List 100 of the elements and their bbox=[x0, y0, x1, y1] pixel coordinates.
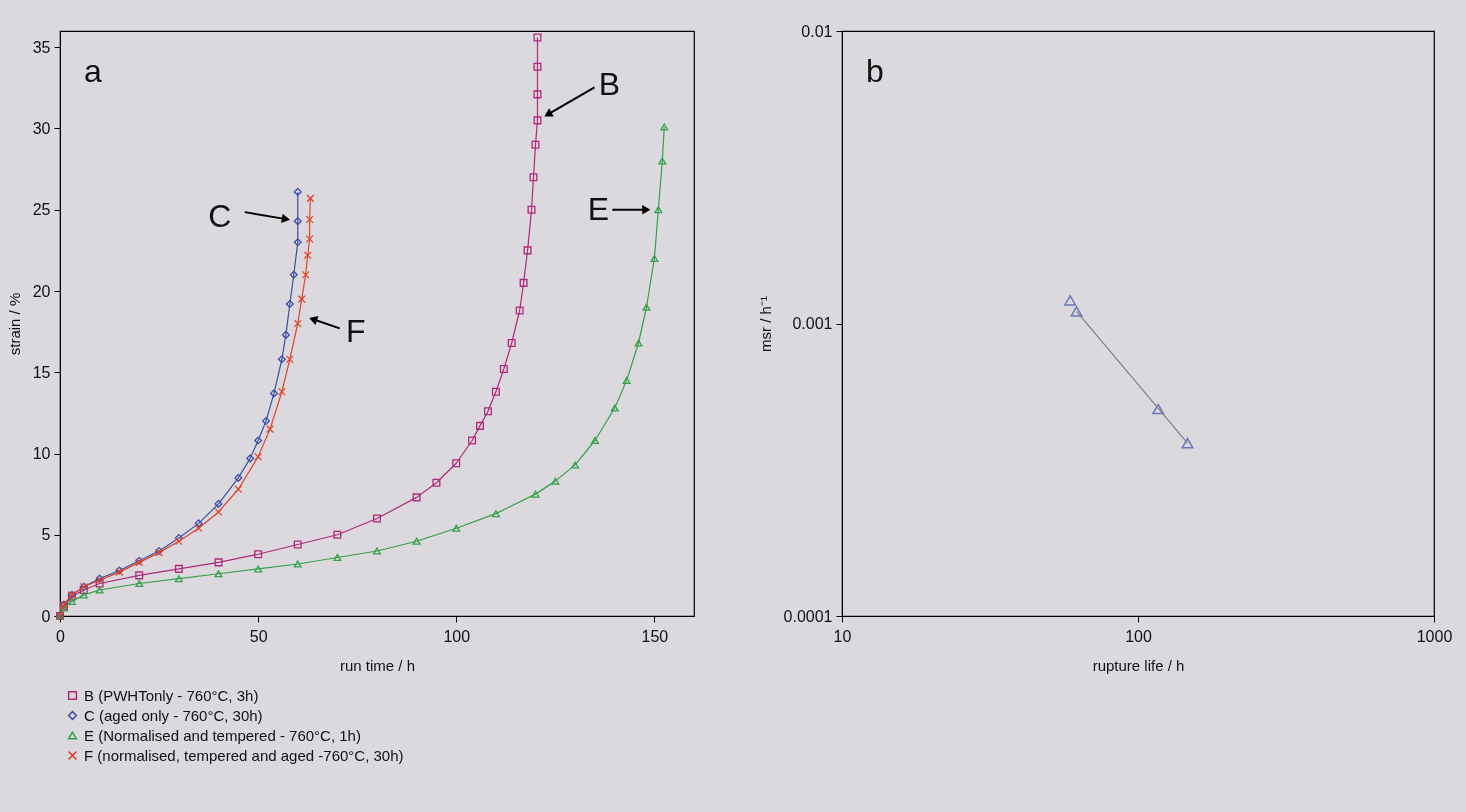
point bbox=[301, 270, 310, 279]
annotation: E bbox=[587, 190, 610, 227]
point bbox=[277, 387, 286, 396]
point bbox=[551, 477, 560, 485]
point bbox=[412, 493, 421, 502]
x-tick-label: 10 bbox=[833, 627, 852, 645]
annotation: C bbox=[208, 198, 232, 235]
y-tick-label: 0 bbox=[41, 607, 51, 625]
point bbox=[293, 319, 302, 328]
point bbox=[452, 459, 461, 468]
point bbox=[293, 560, 302, 568]
point bbox=[254, 565, 263, 573]
point bbox=[452, 524, 461, 532]
point bbox=[293, 217, 302, 226]
point bbox=[658, 157, 667, 165]
x-axis-title: rupture life / h bbox=[1092, 656, 1185, 674]
point bbox=[654, 206, 663, 214]
point bbox=[174, 537, 183, 546]
point bbox=[135, 571, 144, 580]
point bbox=[333, 553, 342, 562]
point bbox=[523, 246, 532, 255]
point bbox=[515, 306, 524, 315]
point bbox=[277, 355, 286, 364]
point bbox=[289, 270, 298, 279]
point bbox=[306, 194, 315, 203]
point bbox=[214, 570, 223, 578]
point bbox=[622, 376, 631, 384]
point bbox=[293, 238, 302, 247]
point bbox=[266, 425, 275, 434]
point bbox=[491, 510, 500, 518]
point bbox=[214, 499, 223, 508]
y-axis-title: msr / h⁻¹ bbox=[756, 296, 774, 352]
point bbox=[412, 537, 421, 545]
point bbox=[135, 579, 144, 588]
point bbox=[254, 550, 263, 559]
point bbox=[660, 123, 669, 131]
point bbox=[67, 597, 76, 605]
point bbox=[305, 215, 314, 224]
point bbox=[234, 473, 243, 482]
point bbox=[269, 389, 278, 398]
annotation: b bbox=[866, 53, 884, 89]
point bbox=[285, 300, 294, 308]
y-tick-label: 35 bbox=[32, 38, 51, 56]
point bbox=[476, 421, 485, 430]
point bbox=[194, 524, 203, 533]
x-tick-label: 50 bbox=[249, 627, 268, 645]
y-tick-label: 25 bbox=[32, 201, 51, 219]
point bbox=[174, 575, 183, 583]
point bbox=[519, 278, 528, 287]
y-tick-label: 30 bbox=[32, 120, 51, 137]
y-tick-label: 20 bbox=[32, 282, 51, 300]
annotation: a bbox=[84, 53, 102, 89]
point bbox=[533, 116, 542, 125]
point bbox=[529, 173, 538, 182]
point bbox=[507, 339, 516, 347]
x-tick-label: 0 bbox=[56, 627, 66, 645]
legend-label: C (aged only - 760°C, 30h) bbox=[84, 706, 263, 724]
x-axis-title: run time / h bbox=[339, 656, 416, 674]
point bbox=[531, 490, 540, 498]
x-tick-label: 1000 bbox=[1416, 627, 1453, 645]
y-tick-label: 15 bbox=[32, 363, 51, 381]
x-tick-label: 150 bbox=[641, 627, 669, 645]
point bbox=[432, 478, 441, 487]
point bbox=[373, 547, 381, 555]
point bbox=[305, 235, 314, 243]
point bbox=[650, 254, 659, 263]
point bbox=[634, 339, 643, 347]
point bbox=[214, 508, 223, 516]
point bbox=[234, 485, 243, 494]
point bbox=[642, 303, 651, 311]
point bbox=[333, 530, 342, 539]
point bbox=[527, 205, 536, 214]
point bbox=[303, 251, 312, 260]
point bbox=[293, 540, 302, 549]
x-tick-label: 100 bbox=[443, 627, 471, 645]
point bbox=[194, 519, 203, 528]
point bbox=[491, 387, 500, 396]
point bbox=[499, 365, 508, 373]
annotation: B bbox=[598, 66, 621, 103]
point bbox=[293, 187, 302, 196]
point bbox=[254, 452, 263, 461]
y-tick-label: 0.0001 bbox=[783, 607, 833, 625]
point bbox=[262, 417, 271, 425]
point bbox=[95, 586, 104, 594]
point bbox=[254, 436, 263, 445]
legend-label: E (Normalised and tempered - 760°C, 1h) bbox=[84, 726, 361, 744]
point bbox=[590, 436, 599, 445]
point bbox=[533, 33, 542, 42]
point bbox=[214, 558, 223, 567]
point bbox=[468, 436, 477, 445]
x-tick-label: 100 bbox=[1125, 627, 1152, 645]
y-axis-title: strain / % bbox=[5, 292, 23, 356]
point bbox=[79, 591, 88, 599]
point bbox=[610, 404, 619, 412]
point bbox=[531, 140, 540, 149]
y-tick-label: 10 bbox=[32, 445, 51, 462]
point bbox=[174, 564, 183, 573]
annotation: F bbox=[345, 313, 366, 350]
legend-label: B (PWHTonly - 760°C, 3h) bbox=[84, 686, 259, 704]
point bbox=[285, 355, 294, 364]
